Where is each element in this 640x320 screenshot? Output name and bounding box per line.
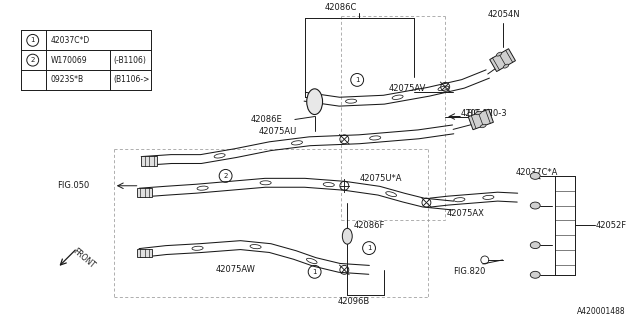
- Text: 42052F: 42052F: [596, 221, 627, 230]
- Text: FRONT: FRONT: [72, 247, 97, 270]
- Ellipse shape: [504, 64, 509, 68]
- Text: 2: 2: [223, 173, 228, 179]
- Ellipse shape: [531, 271, 540, 278]
- Polygon shape: [138, 249, 152, 257]
- Text: 42086E: 42086E: [250, 115, 282, 124]
- Text: FIG.820: FIG.820: [453, 267, 486, 276]
- Text: 42075AV: 42075AV: [389, 84, 426, 93]
- Text: W170069: W170069: [51, 56, 87, 65]
- Text: 1: 1: [312, 269, 317, 275]
- Ellipse shape: [531, 242, 540, 249]
- Text: 42075U*A: 42075U*A: [359, 174, 402, 183]
- Polygon shape: [141, 156, 157, 166]
- Ellipse shape: [481, 124, 486, 128]
- Text: (B1106->: (B1106->: [114, 76, 150, 84]
- Text: 42054N: 42054N: [461, 109, 493, 118]
- Text: 1: 1: [367, 245, 371, 251]
- Ellipse shape: [476, 111, 481, 115]
- Text: FIG.050: FIG.050: [58, 181, 90, 190]
- Text: 42037C*A: 42037C*A: [515, 168, 558, 177]
- Ellipse shape: [531, 172, 540, 179]
- Text: 42086F: 42086F: [353, 221, 385, 230]
- Text: 0923S*B: 0923S*B: [51, 76, 84, 84]
- Text: 42075AX: 42075AX: [446, 209, 484, 218]
- Text: 42075AU: 42075AU: [259, 127, 296, 136]
- Text: (-B1106): (-B1106): [114, 56, 147, 65]
- Text: 42096B: 42096B: [338, 297, 371, 306]
- Text: 42086C: 42086C: [324, 3, 357, 12]
- Ellipse shape: [342, 228, 352, 244]
- Text: FIG.420-3: FIG.420-3: [466, 109, 507, 118]
- Polygon shape: [138, 188, 152, 197]
- Text: 2: 2: [31, 57, 35, 63]
- Polygon shape: [468, 109, 493, 130]
- Text: 42037C*D: 42037C*D: [51, 36, 90, 45]
- Text: 1: 1: [355, 77, 360, 83]
- Text: A420001488: A420001488: [577, 307, 625, 316]
- Ellipse shape: [307, 89, 323, 115]
- Polygon shape: [490, 49, 515, 72]
- Text: 42075AW: 42075AW: [216, 265, 255, 274]
- Text: 1: 1: [31, 37, 35, 43]
- Text: 42054N: 42054N: [488, 10, 520, 19]
- Ellipse shape: [497, 52, 502, 56]
- Ellipse shape: [531, 202, 540, 209]
